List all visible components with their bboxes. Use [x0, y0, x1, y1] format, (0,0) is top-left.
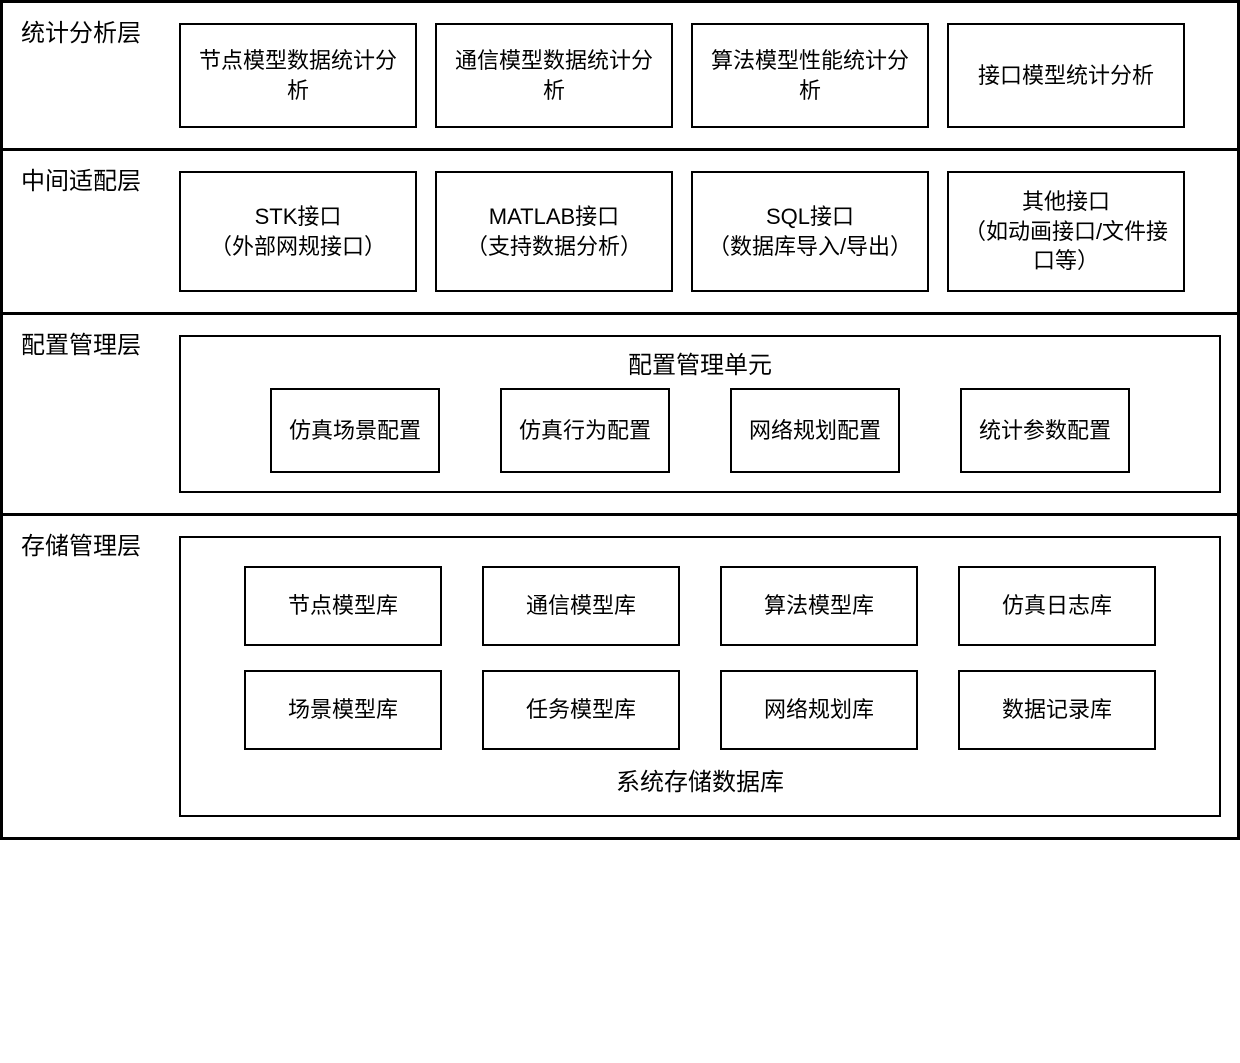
box-network-plan-config: 网络规划配置	[730, 388, 900, 473]
box-comm-model-stats: 通信模型数据统计分析	[435, 23, 673, 128]
layer-statistics: 统计分析层 节点模型数据统计分析 通信模型数据统计分析 算法模型性能统计分析 接…	[3, 3, 1237, 151]
layer-label: 存储管理层	[21, 526, 141, 561]
box-stk-interface: STK接口（外部网规接口）	[179, 171, 417, 292]
layer-label: 中间适配层	[21, 161, 141, 196]
unit-row-1: 节点模型库 通信模型库 算法模型库 仿真日志库	[197, 566, 1203, 646]
box-stats-param-config: 统计参数配置	[960, 388, 1130, 473]
box-data-record-lib: 数据记录库	[958, 670, 1156, 750]
box-node-model-lib: 节点模型库	[244, 566, 442, 646]
layer-adapter: 中间适配层 STK接口（外部网规接口） MATLAB接口（支持数据分析） SQL…	[3, 151, 1237, 315]
unit-row: 仿真场景配置 仿真行为配置 网络规划配置 统计参数配置	[197, 388, 1203, 473]
box-interface-model-stats: 接口模型统计分析	[947, 23, 1185, 128]
box-comm-model-lib: 通信模型库	[482, 566, 680, 646]
box-other-interface: 其他接口（如动画接口/文件接口等）	[947, 171, 1185, 292]
box-sim-log-lib: 仿真日志库	[958, 566, 1156, 646]
box-algo-model-lib: 算法模型库	[720, 566, 918, 646]
architecture-diagram: 统计分析层 节点模型数据统计分析 通信模型数据统计分析 算法模型性能统计分析 接…	[0, 0, 1240, 840]
config-unit: 配置管理单元 仿真场景配置 仿真行为配置 网络规划配置 统计参数配置	[179, 335, 1221, 493]
storage-unit: 节点模型库 通信模型库 算法模型库 仿真日志库 场景模型库 任务模型库 网络规划…	[179, 536, 1221, 817]
box-scene-model-lib: 场景模型库	[244, 670, 442, 750]
box-matlab-interface: MATLAB接口（支持数据分析）	[435, 171, 673, 292]
box-algo-model-stats: 算法模型性能统计分析	[691, 23, 929, 128]
layer-label: 统计分析层	[21, 13, 141, 48]
box-task-model-lib: 任务模型库	[482, 670, 680, 750]
box-node-model-stats: 节点模型数据统计分析	[179, 23, 417, 128]
box-sim-behavior-config: 仿真行为配置	[500, 388, 670, 473]
box-sql-interface: SQL接口（数据库导入/导出）	[691, 171, 929, 292]
layer-config: 配置管理层 配置管理单元 仿真场景配置 仿真行为配置 网络规划配置 统计参数配置	[3, 315, 1237, 516]
boxes-row: 节点模型数据统计分析 通信模型数据统计分析 算法模型性能统计分析 接口模型统计分…	[179, 23, 1221, 128]
unit-title: 系统存储数据库	[197, 762, 1203, 797]
box-network-plan-lib: 网络规划库	[720, 670, 918, 750]
unit-row-2: 场景模型库 任务模型库 网络规划库 数据记录库	[197, 670, 1203, 750]
layer-label: 配置管理层	[21, 325, 141, 360]
box-sim-scene-config: 仿真场景配置	[270, 388, 440, 473]
unit-title: 配置管理单元	[197, 345, 1203, 380]
boxes-row: STK接口（外部网规接口） MATLAB接口（支持数据分析） SQL接口（数据库…	[179, 171, 1221, 292]
layer-storage: 存储管理层 节点模型库 通信模型库 算法模型库 仿真日志库 场景模型库 任务模型…	[3, 516, 1237, 837]
